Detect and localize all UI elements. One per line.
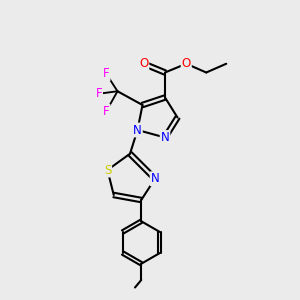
Text: N: N <box>151 172 159 185</box>
Text: F: F <box>103 105 110 118</box>
Text: F: F <box>103 67 110 80</box>
Text: N: N <box>160 131 169 144</box>
Text: O: O <box>139 57 148 70</box>
Text: S: S <box>104 164 111 176</box>
Text: O: O <box>182 57 191 70</box>
Text: F: F <box>95 87 102 100</box>
Text: N: N <box>133 124 142 136</box>
